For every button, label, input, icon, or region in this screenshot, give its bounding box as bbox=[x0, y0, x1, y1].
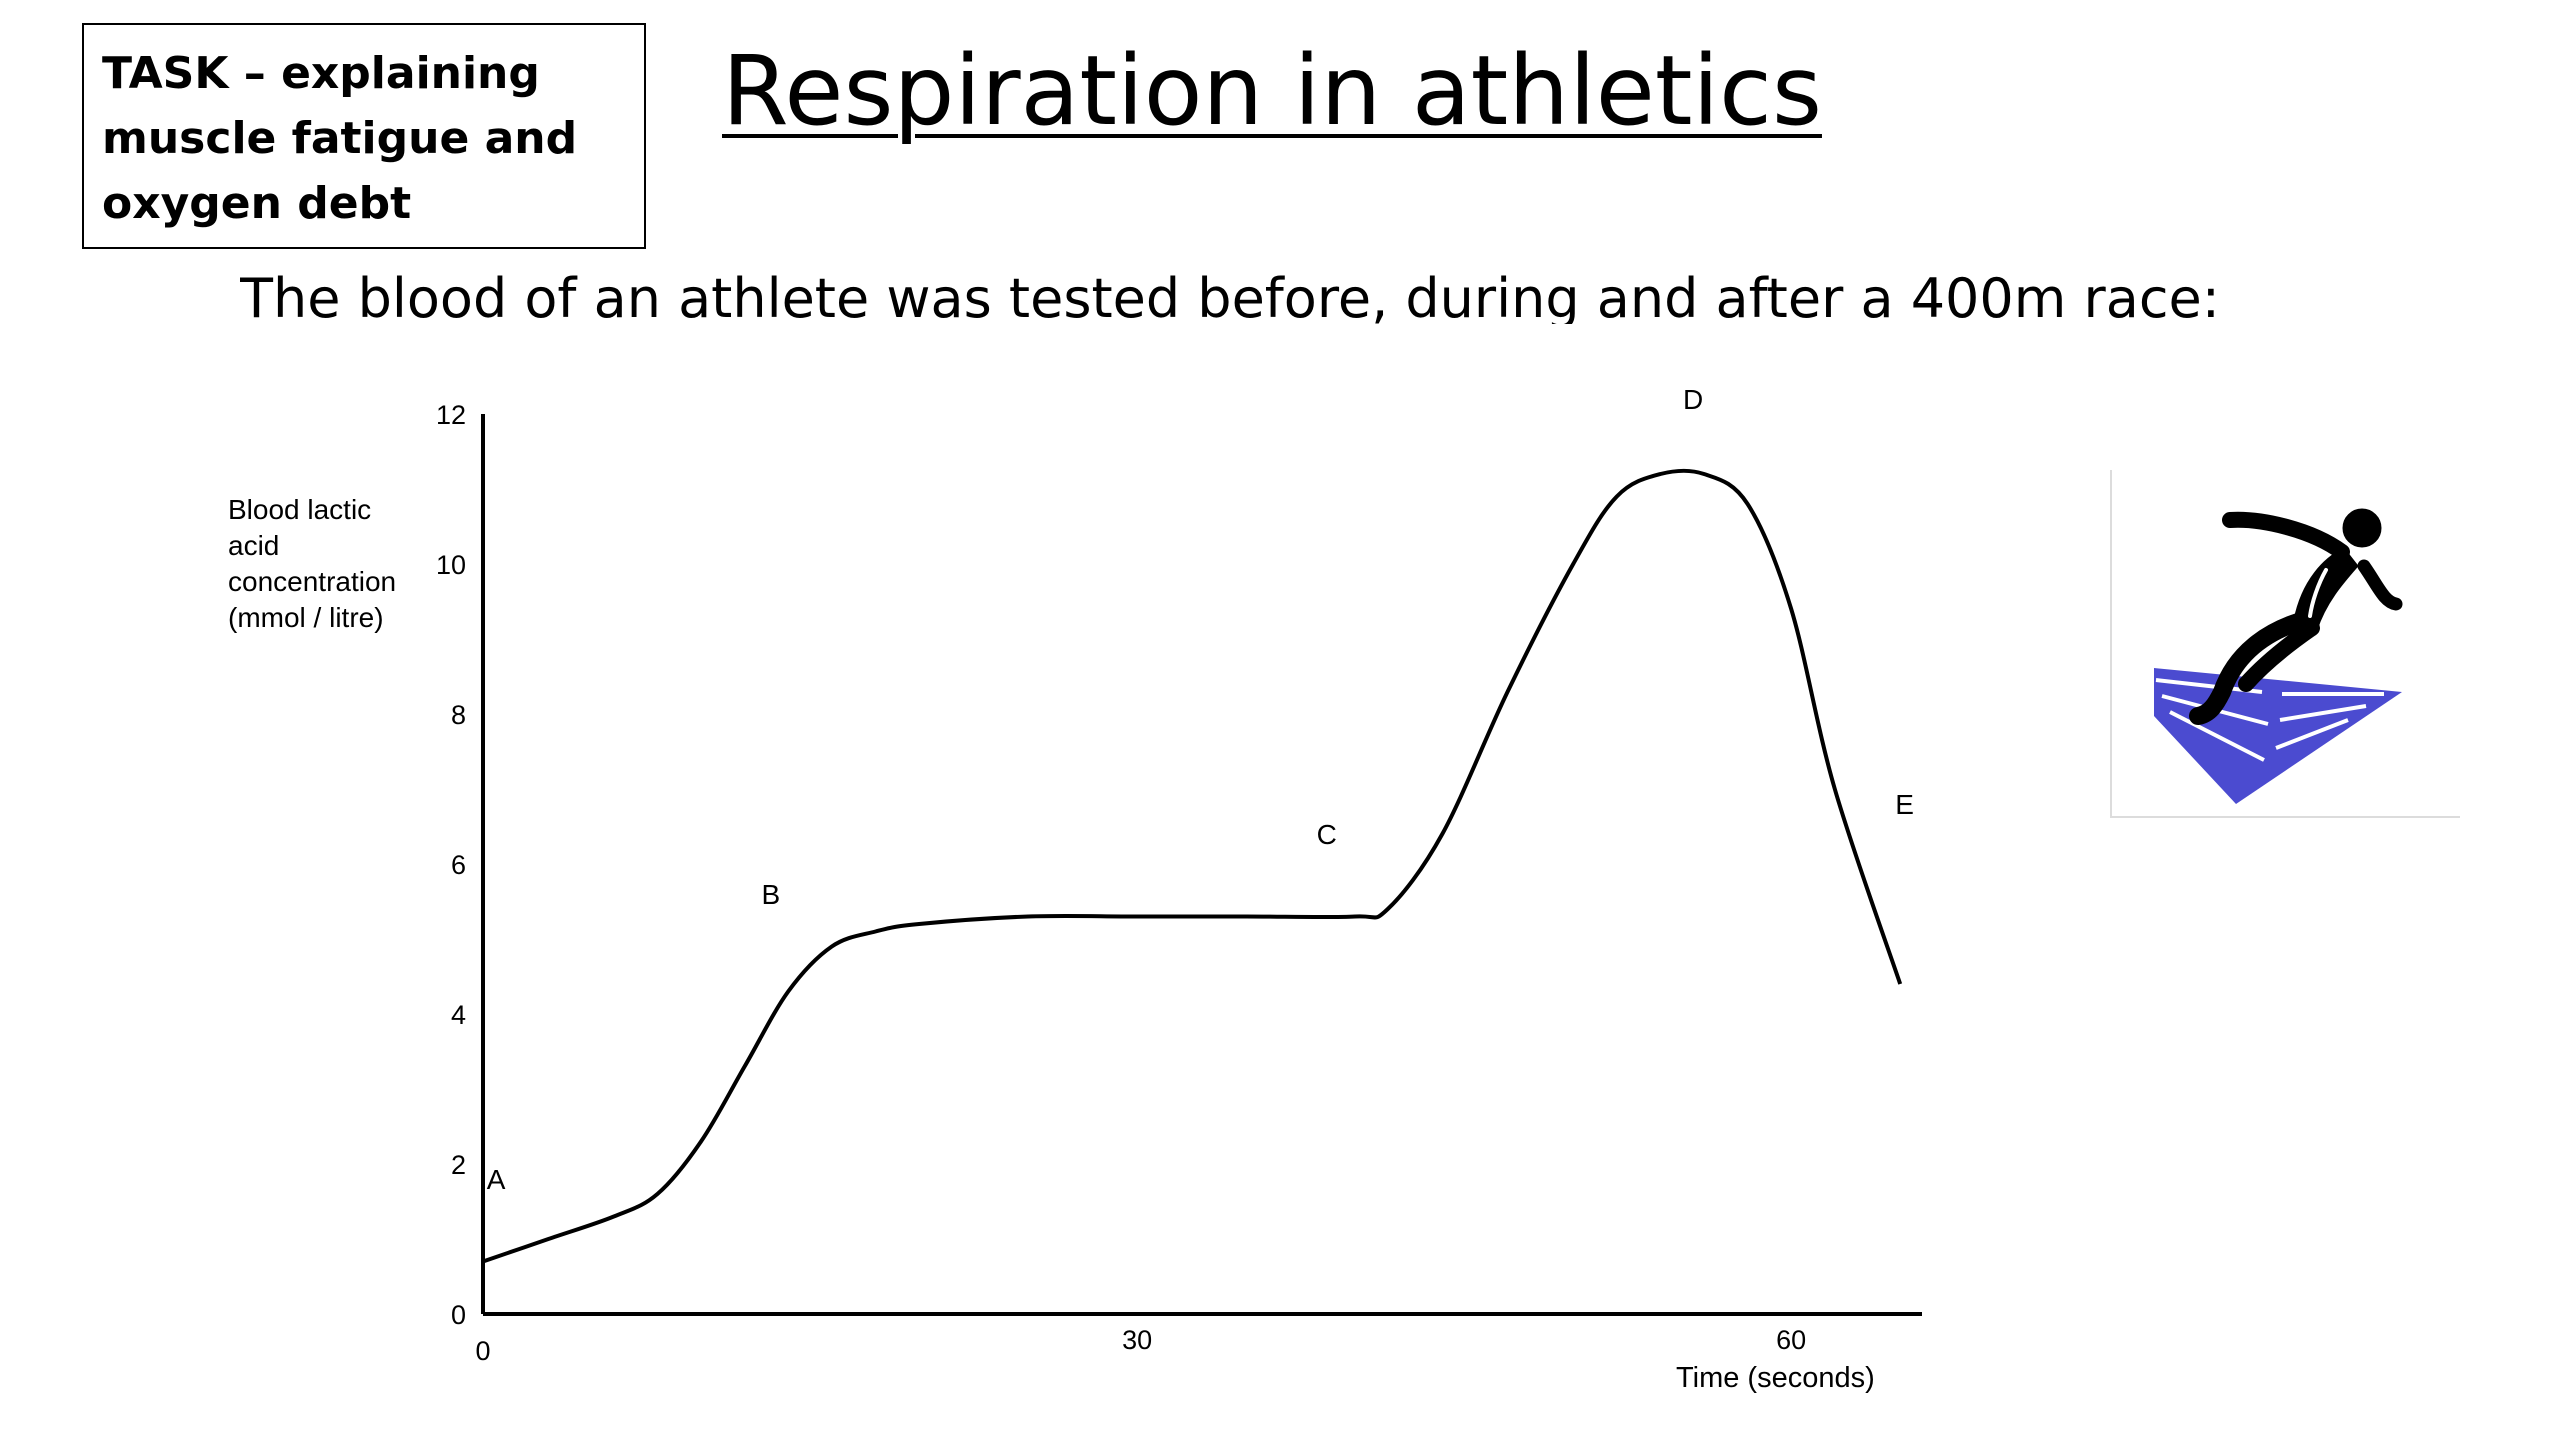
y-tick-label: 0 bbox=[451, 1300, 466, 1330]
point-label: D bbox=[1683, 384, 1703, 415]
x-axis-label: Time (seconds) bbox=[1676, 1362, 1875, 1394]
point-label: B bbox=[761, 879, 780, 910]
runner-arm-front bbox=[2357, 559, 2403, 611]
track-surface bbox=[2154, 668, 2402, 804]
y-axis-label-line: Blood lactic bbox=[228, 494, 372, 525]
y-axis-label-line: concentration bbox=[228, 566, 397, 597]
runner-vest bbox=[2308, 568, 2328, 618]
runner-leg-back bbox=[2189, 613, 2307, 725]
task-line: oxygen debt bbox=[102, 178, 412, 229]
task-line: muscle fatigue and bbox=[102, 113, 578, 164]
task-box: TASK – explaining muscle fatigue and oxy… bbox=[82, 23, 646, 249]
runner-head bbox=[2342, 508, 2382, 548]
runner-arm-back bbox=[2222, 511, 2350, 560]
sprinter-on-track-icon bbox=[2154, 508, 2403, 804]
track-lane-line bbox=[2169, 710, 2265, 762]
y-tick-label: 6 bbox=[451, 850, 466, 880]
runner-figure bbox=[2189, 508, 2403, 725]
series-line bbox=[482, 468, 1903, 1264]
track-lane-line bbox=[2279, 704, 2367, 722]
subtitle: The blood of an athlete was tested befor… bbox=[240, 268, 2220, 324]
runner-image-frame bbox=[2110, 470, 2460, 818]
y-tick-label: 12 bbox=[436, 400, 466, 430]
x-tick-label: 60 bbox=[1776, 1325, 1806, 1355]
x-tick-label: 30 bbox=[1122, 1325, 1152, 1355]
point-label: C bbox=[1317, 819, 1337, 850]
point-label: E bbox=[1895, 789, 1914, 820]
y-tick-label: 8 bbox=[451, 700, 466, 730]
y-axis-label-line: (mmol / litre) bbox=[228, 602, 384, 633]
y-axis-label-line: acid bbox=[228, 530, 280, 561]
y-tick-label: 10 bbox=[436, 550, 466, 580]
runner-leg-front bbox=[2238, 620, 2320, 692]
track-shape bbox=[2154, 668, 2402, 804]
task-line: TASK – explaining bbox=[102, 48, 540, 99]
x-tick-label: 0 bbox=[475, 1336, 490, 1366]
y-tick-label: 4 bbox=[451, 1000, 466, 1030]
y-axis-label: Blood lactic acid concentration (mmol / … bbox=[228, 492, 396, 636]
track-lane-line bbox=[2275, 718, 2349, 750]
y-tick-label: 2 bbox=[451, 1150, 466, 1180]
point-label: A bbox=[487, 1164, 506, 1195]
page-title: Respiration in athletics bbox=[722, 35, 1822, 147]
